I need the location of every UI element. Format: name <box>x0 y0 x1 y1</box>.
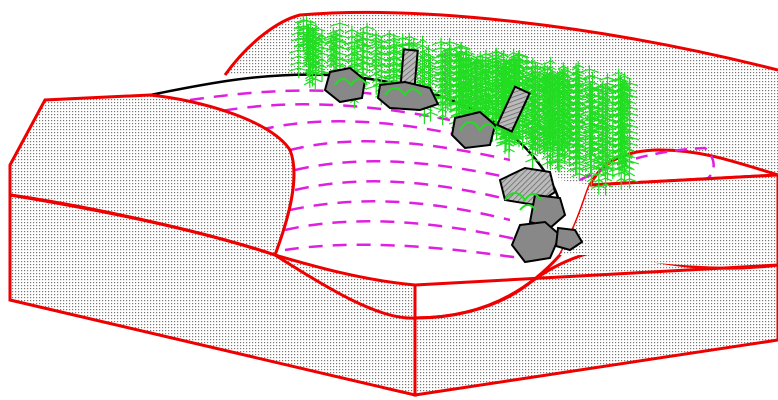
tree <box>324 27 343 67</box>
tree <box>486 47 507 115</box>
shrubs <box>334 78 542 211</box>
tree <box>603 85 622 179</box>
valley-section <box>274 184 592 320</box>
tree <box>589 85 609 195</box>
tree <box>367 30 385 74</box>
tree <box>322 32 340 69</box>
tree <box>357 22 378 74</box>
tree <box>579 65 600 160</box>
tree <box>569 73 590 181</box>
tree <box>530 71 549 154</box>
tree <box>306 23 326 78</box>
tree <box>595 84 616 196</box>
tree <box>476 49 496 122</box>
front-inner-edge <box>9 193 276 257</box>
tree <box>478 60 499 129</box>
tree <box>354 27 373 81</box>
tree <box>615 77 634 181</box>
tree <box>597 73 618 181</box>
tree <box>456 47 476 127</box>
tree <box>436 49 455 117</box>
tree <box>379 30 400 98</box>
tree <box>296 16 317 55</box>
tree <box>541 56 560 138</box>
rocks <box>323 48 584 264</box>
tree <box>472 55 493 122</box>
right-surface <box>560 175 778 267</box>
ridge-outline <box>223 10 778 76</box>
tree <box>289 22 309 79</box>
tree <box>304 27 323 70</box>
tree <box>523 70 542 169</box>
right-face <box>413 248 778 397</box>
tree <box>306 32 325 91</box>
tree <box>439 37 460 107</box>
tree <box>619 78 640 189</box>
tree <box>441 44 460 113</box>
right-edges <box>414 173 778 287</box>
